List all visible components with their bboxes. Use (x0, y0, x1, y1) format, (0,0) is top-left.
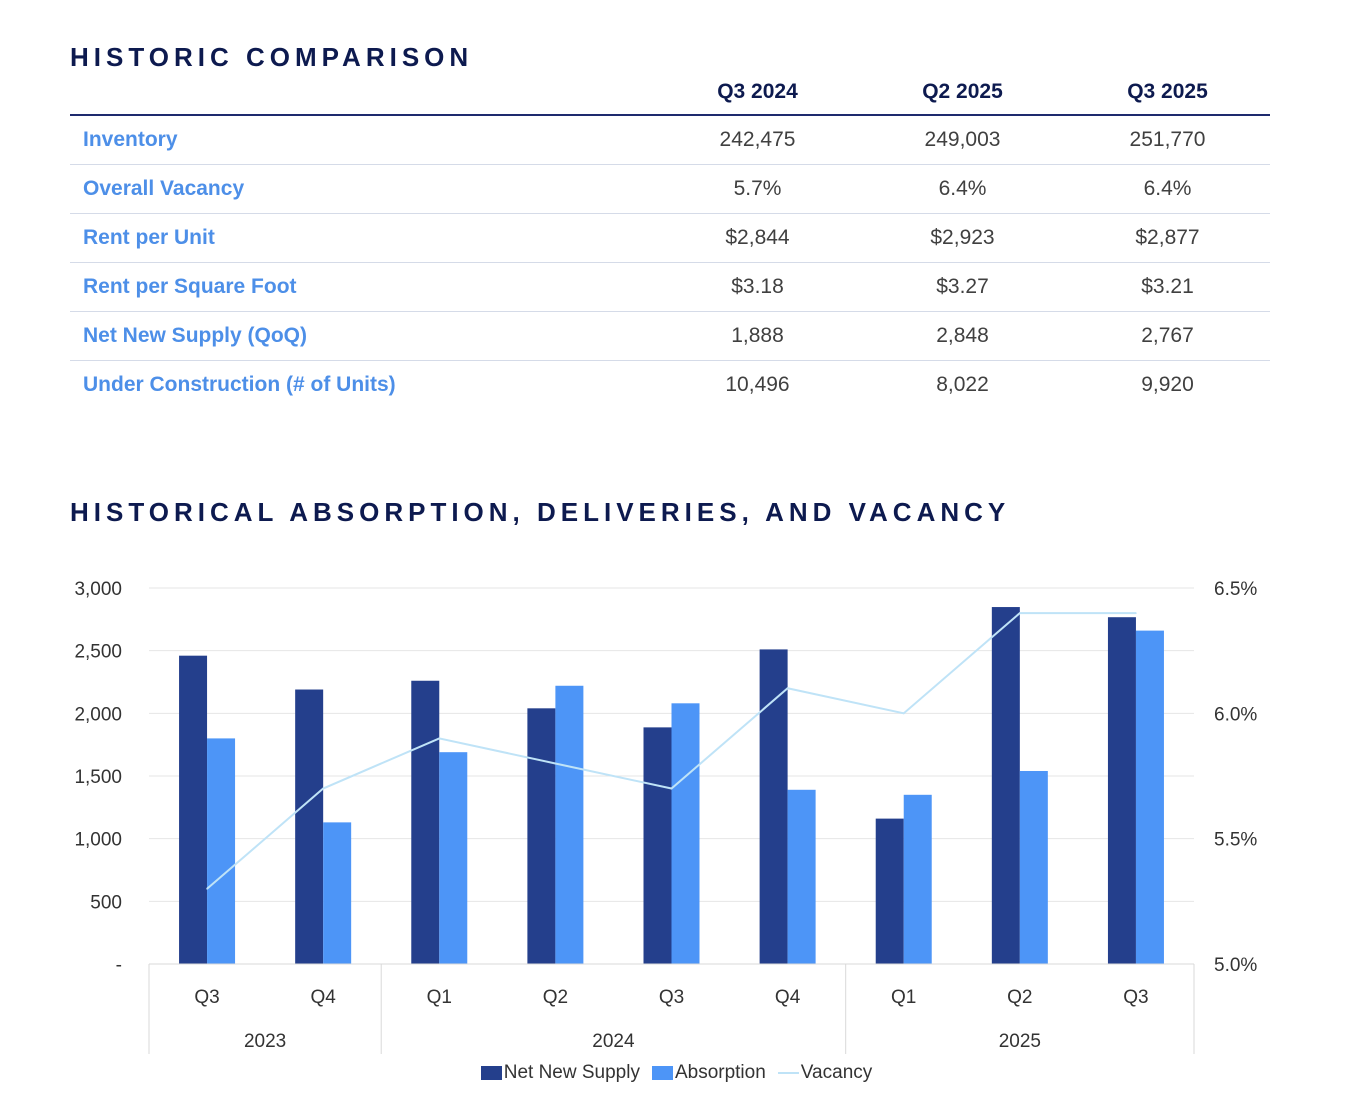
table-header-col: Q3 2025 (1065, 70, 1270, 116)
table-row: Rent per Unit $2,844 $2,923 $2,877 (70, 213, 1270, 263)
table-cell: 8,022 (936, 373, 989, 396)
legend-swatch-net-new-supply (480, 1066, 502, 1080)
table-cell: $2,923 (860, 213, 1065, 263)
table-row: Overall Vacancy 5.7% 6.4% 6.4% (70, 164, 1270, 214)
historic-comparison-table: Q3 2024 Q2 2025 Q3 2025 Inventory 242,47… (70, 70, 1270, 409)
x-group-label: 2023 (244, 1031, 286, 1052)
row-label: Rent per Square Foot (70, 262, 655, 312)
table-cell: $2,844 (655, 213, 860, 263)
table-row: Rent per Square Foot $3.18 $3.27 $3.21 (70, 262, 1270, 312)
table-cell: 5.7% (655, 164, 860, 214)
vacancy-point (670, 787, 673, 790)
table-row: Net New Supply (QoQ) 1,888 2,848 2,767 (70, 311, 1270, 361)
bar-net-new-supply (179, 655, 208, 964)
chart-legend: Net New Supply Absorption Vacancy (0, 1062, 1353, 1084)
bar-absorption (439, 752, 468, 964)
bar-absorption (207, 738, 236, 964)
legend-swatch-absorption (651, 1066, 673, 1080)
table-cell: 1,888 (655, 311, 860, 361)
chart-title: HISTORICAL ABSORPTION, DELIVERIES, AND V… (70, 497, 1011, 527)
table-cell: $2,877 (1065, 213, 1270, 263)
legend-label: Net New Supply (503, 1062, 640, 1083)
y-right-tick-label: 6.0% (1214, 704, 1257, 725)
bar-net-new-supply (643, 727, 672, 964)
table-cell: 2,767 (1065, 311, 1270, 361)
absorption-deliveries-vacancy-chart: - 500 1,000 1,500 2,000 2,500 3,000 5.0% 5.5% 6.0… (74, 579, 1257, 1054)
bar-absorption (1019, 770, 1048, 964)
x-group-label: 2024 (592, 1031, 635, 1052)
bar-net-new-supply (991, 607, 1020, 964)
bar-net-new-supply (759, 649, 788, 964)
y-left-tick-label: 2,000 (74, 704, 122, 725)
table-row: Under Construction (# of Units) 10,496 8… (70, 361, 1270, 410)
table-cell: 242,475 (655, 115, 860, 165)
x-tick-label: Q4 (310, 987, 336, 1008)
vacancy-point (206, 888, 208, 890)
table-cell: 10,496 (725, 373, 790, 396)
vacancy-point (1135, 612, 1137, 614)
vacancy-point (786, 687, 789, 690)
table-header-col: Q3 2024 (655, 70, 860, 116)
table-cell: $3.18 (655, 262, 860, 312)
x-tick-label: Q1 (427, 987, 452, 1008)
table-header-row: Q3 2024 Q2 2025 Q3 2025 (70, 70, 1270, 116)
bar-net-new-supply (411, 680, 440, 964)
y-right-tick-label: 6.5% (1214, 579, 1257, 600)
vacancy-point (1019, 612, 1021, 614)
legend-label: Absorption (674, 1062, 766, 1083)
y-left-tick-label: - (116, 955, 122, 976)
table-cell: 251,770 (1065, 115, 1270, 165)
historic-comparison-title: HISTORIC COMPARISON (70, 42, 474, 72)
table-cell: $3.27 (860, 262, 1065, 312)
table-header-col: Q2 2025 (860, 70, 1065, 116)
y-left-tick-label: 2,500 (74, 642, 122, 663)
bar-absorption (787, 789, 816, 964)
table-cell: 2,848 (860, 311, 1065, 361)
x-tick-label: Q3 (1123, 987, 1148, 1008)
x-tick-label: Q3 (659, 987, 684, 1008)
table-cell: $3.21 (1065, 262, 1270, 312)
legend-swatch-vacancy (777, 1072, 799, 1074)
bar-absorption (323, 822, 352, 964)
y-left-tick-label: 3,000 (74, 579, 122, 600)
bar-absorption (555, 685, 584, 964)
legend-item-net-new-supply: Net New Supply (480, 1062, 640, 1084)
y-left-tick-label: 500 (90, 892, 122, 913)
table-row: Inventory 242,475 249,003 251,770 (70, 115, 1270, 165)
row-label: Under Construction (# of Units) (83, 373, 396, 396)
row-label: Net New Supply (QoQ) (70, 311, 655, 361)
bar-net-new-supply (875, 818, 904, 964)
table-cell: 9,920 (1141, 373, 1194, 396)
legend-label: Vacancy (800, 1062, 873, 1083)
y-right-tick-label: 5.5% (1214, 830, 1257, 851)
table-cell: 6.4% (860, 164, 1065, 214)
legend-item-absorption: Absorption (651, 1062, 766, 1084)
legend-item-vacancy: Vacancy (777, 1062, 873, 1084)
x-tick-label: Q2 (543, 987, 568, 1008)
table-cell: 6.4% (1065, 164, 1270, 214)
bar-absorption (671, 703, 700, 964)
vacancy-point (554, 762, 557, 765)
vacancy-point (438, 737, 441, 740)
y-left-tick-label: 1,500 (74, 767, 122, 788)
bar-absorption (1135, 630, 1164, 964)
bar-net-new-supply (1107, 617, 1136, 964)
row-label: Inventory (70, 115, 655, 165)
bar-net-new-supply (295, 689, 324, 964)
row-label: Rent per Unit (70, 213, 655, 263)
y-right-tick-label: 5.0% (1214, 955, 1257, 976)
x-group-label: 2025 (999, 1031, 1041, 1052)
x-tick-label: Q3 (194, 987, 219, 1008)
bar-absorption (903, 794, 932, 964)
x-tick-label: Q1 (891, 987, 916, 1008)
row-label: Overall Vacancy (70, 164, 655, 214)
vacancy-point (322, 787, 324, 790)
x-tick-label: Q4 (775, 987, 801, 1008)
vacancy-point (902, 712, 905, 715)
bar-net-new-supply (527, 708, 556, 964)
x-tick-label: Q2 (1007, 987, 1032, 1008)
table-header-blank (70, 70, 655, 116)
y-left-tick-label: 1,000 (74, 830, 122, 851)
table-cell: 249,003 (860, 115, 1065, 165)
